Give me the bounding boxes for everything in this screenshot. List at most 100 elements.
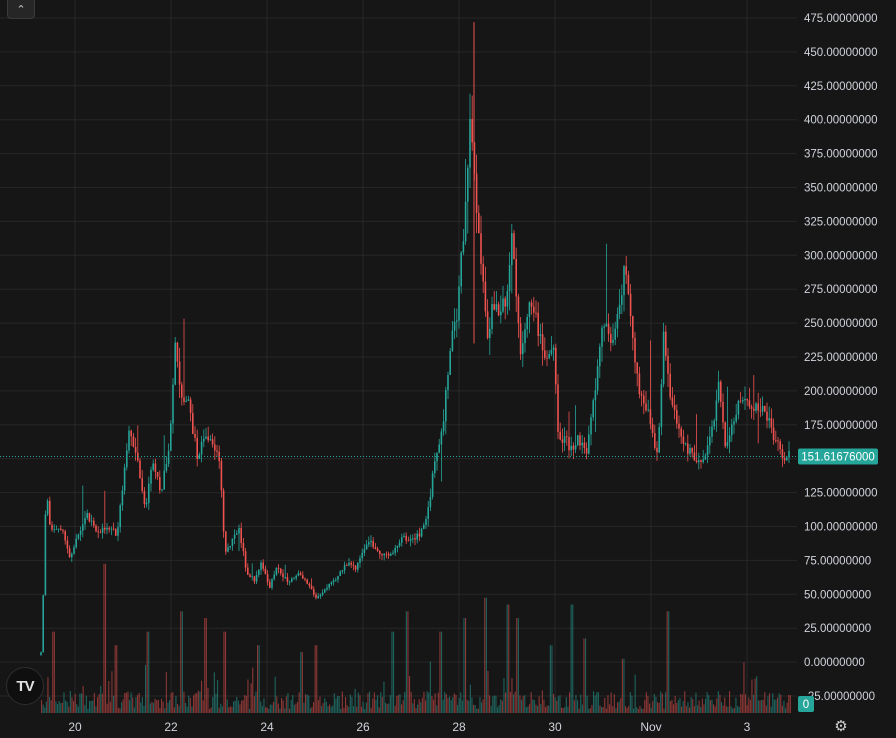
volume-bar — [132, 697, 134, 713]
candle-body — [647, 409, 649, 411]
candle-body — [62, 530, 64, 532]
candle-body — [374, 547, 377, 549]
volume-bar — [85, 695, 87, 713]
candle-body — [394, 547, 396, 553]
volume-bar — [711, 699, 713, 713]
volume-bar — [777, 697, 779, 713]
volume-bar — [409, 675, 411, 713]
candle-body — [579, 435, 581, 446]
volume-bar — [577, 700, 579, 713]
volume-bar — [769, 693, 771, 713]
candle-body — [645, 403, 647, 411]
x-tick-label: 30 — [548, 720, 562, 734]
volume-bar — [634, 674, 636, 713]
volume-bar — [66, 701, 68, 713]
candle-body — [137, 452, 139, 461]
volume-bar — [353, 706, 355, 713]
candle-body — [275, 567, 278, 575]
volume-bar — [215, 693, 217, 713]
volume-bar — [124, 692, 126, 713]
candle-body — [585, 447, 588, 454]
volume-bar — [410, 691, 412, 713]
volume-bar — [709, 700, 711, 713]
volume-bar — [722, 705, 724, 713]
y-tick-label: 375.00000000 — [804, 149, 878, 161]
volume-bar — [76, 704, 78, 713]
volume-bar — [433, 699, 435, 713]
candle-body — [359, 558, 361, 563]
y-tick-label: 350.00000000 — [804, 183, 878, 195]
candle-body — [99, 532, 102, 533]
collapse-button[interactable]: ⌃ — [7, 0, 35, 19]
volume-bar — [570, 604, 572, 713]
volume-bar — [285, 696, 287, 713]
x-tick-label: 28 — [452, 720, 466, 734]
candle-body — [506, 290, 509, 307]
volume-bar — [631, 695, 633, 713]
y-tick-label: 425.00000000 — [804, 81, 878, 93]
volume-bar — [460, 692, 462, 713]
volume-bar — [113, 695, 115, 713]
volume-bar — [237, 700, 239, 713]
candle-body — [405, 535, 407, 541]
candle-body — [768, 418, 770, 421]
volume-bar — [180, 611, 182, 713]
candle-body — [46, 500, 49, 515]
candle-body — [57, 528, 60, 530]
volume-bar — [757, 700, 759, 713]
volume-bar — [268, 708, 270, 713]
volume-bar — [637, 708, 639, 713]
candle-body — [357, 562, 359, 570]
volume-tag-label: 0 — [803, 699, 809, 711]
candle-body — [764, 405, 766, 412]
volume-bar — [412, 703, 414, 713]
candle-body — [484, 281, 487, 312]
candle-body — [233, 534, 236, 539]
volume-bar — [413, 699, 415, 713]
candle-body — [502, 298, 504, 312]
candle-body — [381, 554, 383, 556]
candle-body — [319, 594, 322, 597]
volume-bar — [125, 692, 127, 713]
volume-bar — [207, 687, 209, 713]
volume-bar — [657, 702, 659, 713]
candle-body — [783, 457, 786, 461]
volume-bar — [42, 704, 44, 713]
candle-body — [739, 400, 742, 402]
volume-bar — [567, 706, 569, 713]
volume-bar — [529, 704, 531, 713]
volume-bar — [562, 708, 564, 713]
volume-bar — [530, 692, 532, 713]
tradingview-logo-icon[interactable]: TV — [6, 667, 44, 705]
volume-bar — [233, 701, 235, 713]
candle-body — [451, 330, 454, 351]
volume-bar — [706, 692, 708, 713]
candle-body — [95, 525, 97, 532]
candle-body — [720, 381, 722, 402]
gear-icon[interactable]: ⚙ — [834, 718, 848, 735]
volume-bar — [381, 696, 383, 713]
candle-body — [178, 361, 181, 385]
volume-bar — [740, 693, 742, 713]
volume-bar — [503, 678, 505, 713]
candle-body — [462, 241, 465, 253]
volume-bar — [553, 694, 555, 713]
volume-bar — [471, 697, 473, 713]
candle-body — [101, 527, 104, 533]
candle-body — [489, 328, 491, 338]
candle-body — [649, 409, 652, 425]
candle-body — [44, 514, 47, 596]
volume-bar — [546, 705, 548, 713]
candle-body — [550, 349, 553, 354]
candle-body — [491, 304, 493, 329]
candle-body — [596, 366, 599, 391]
volume-bar — [541, 690, 543, 713]
candle-body — [572, 445, 575, 450]
candle-body — [262, 562, 264, 569]
candle-body — [590, 417, 592, 435]
volume-bar — [391, 631, 393, 713]
y-tick-label: 0.00000000 — [804, 657, 865, 669]
